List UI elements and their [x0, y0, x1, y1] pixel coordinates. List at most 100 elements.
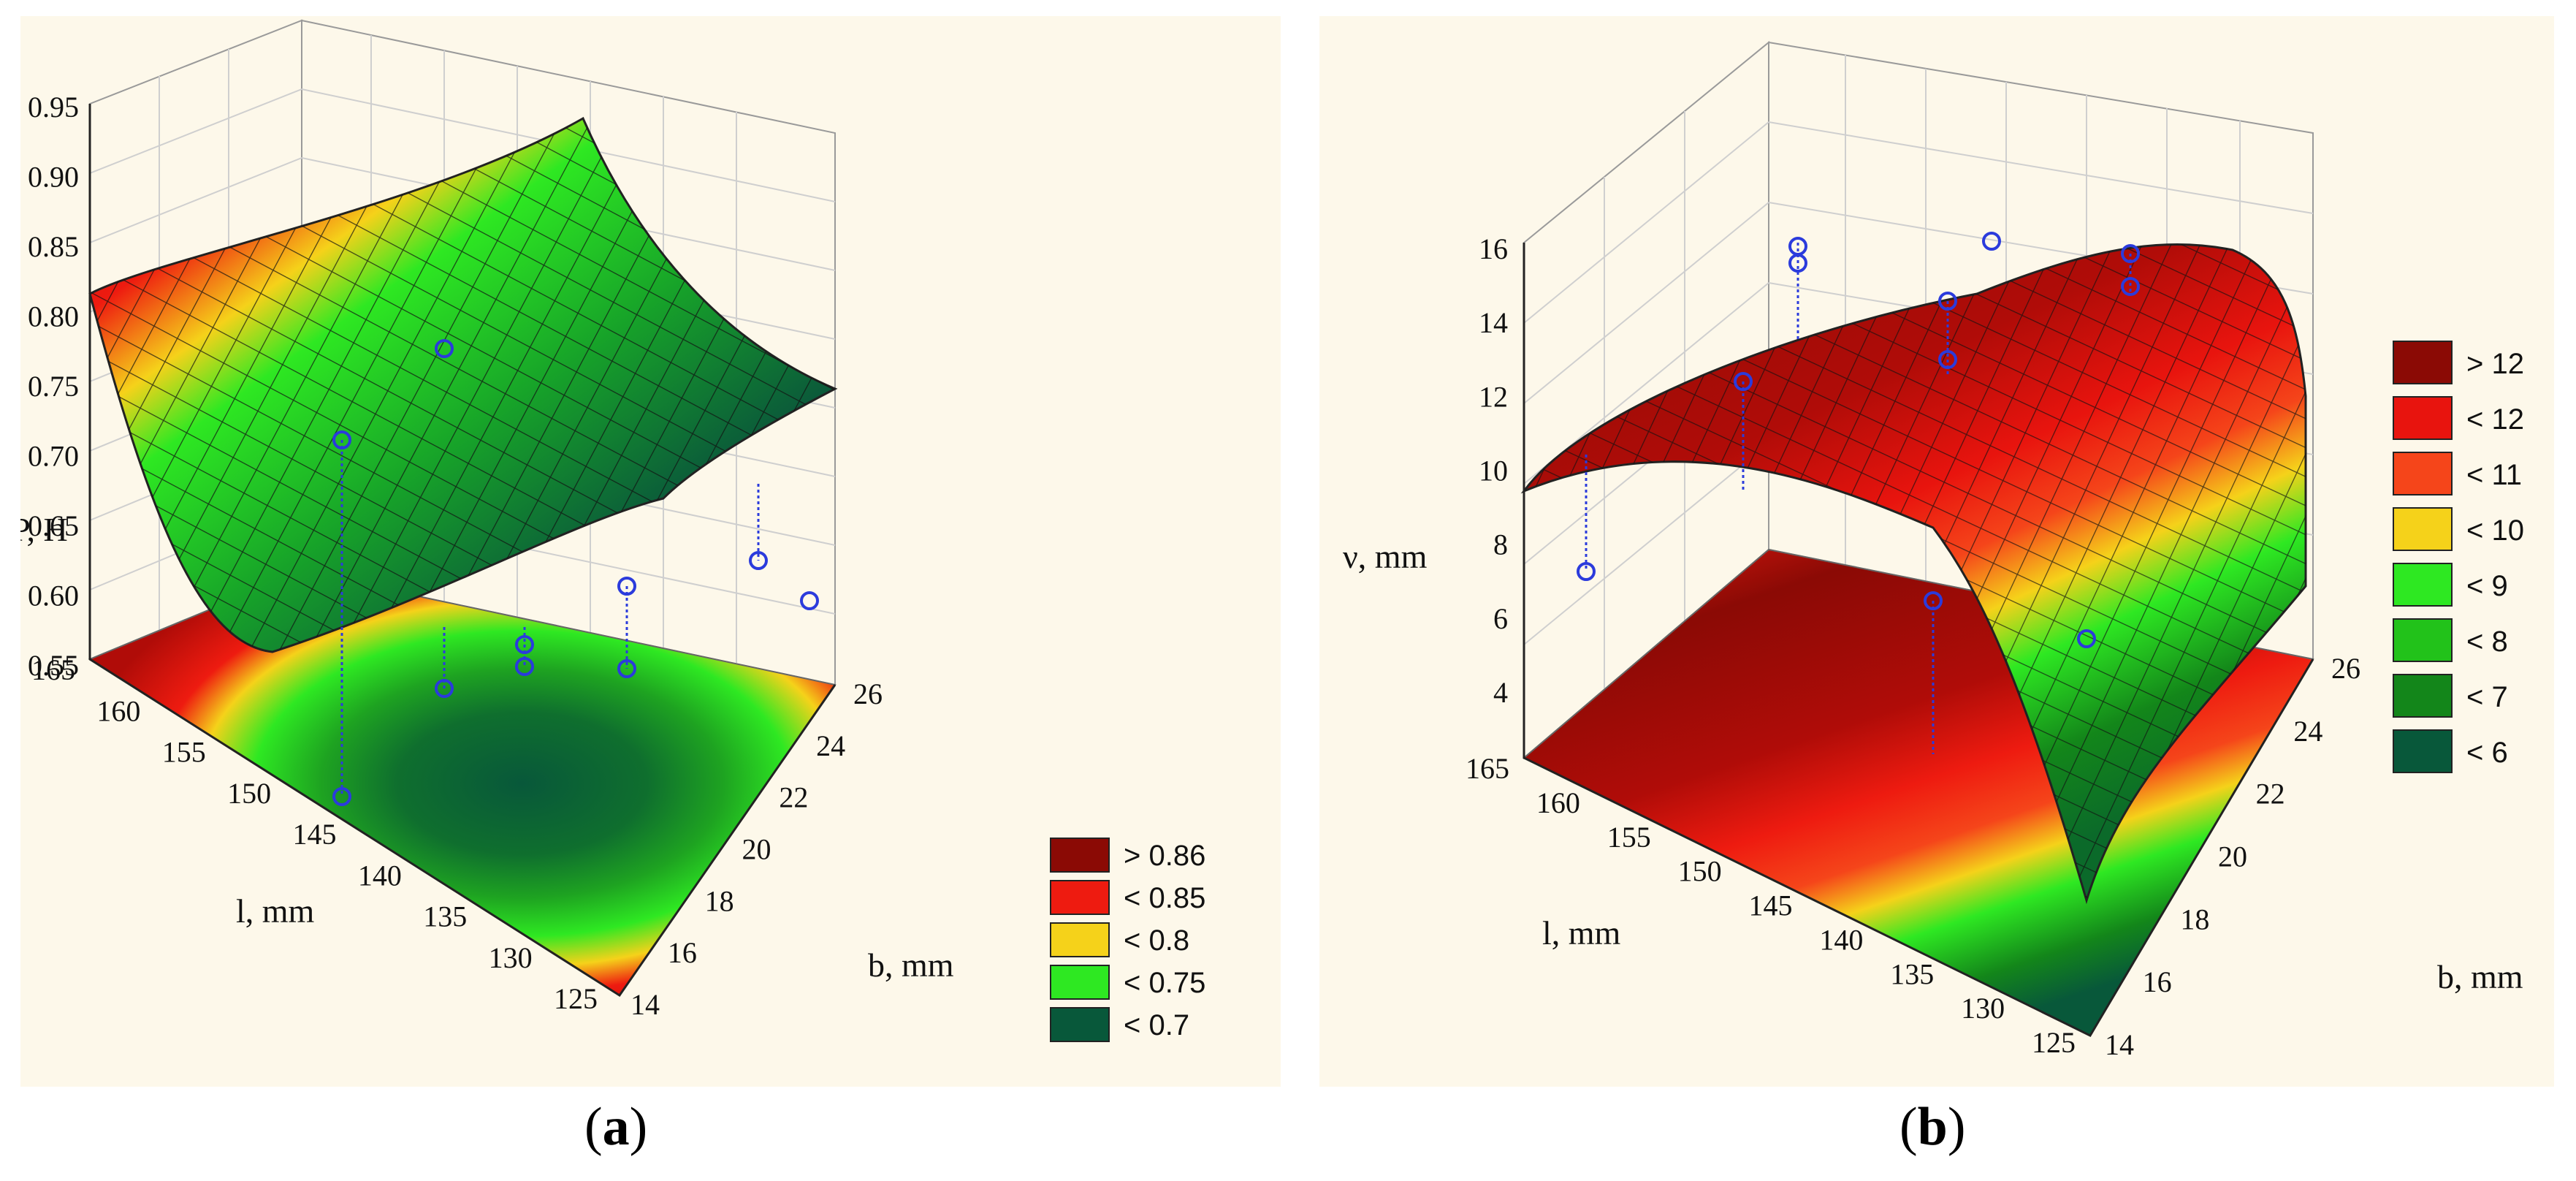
- b-y-tick-label: 155: [1607, 821, 1651, 854]
- a-legend-label: < 0.7: [1124, 1009, 1189, 1041]
- a-x-tick-label: 24: [816, 729, 845, 762]
- a-x-tick-label: 26: [853, 677, 883, 710]
- b-y-tick-label: 140: [1819, 923, 1863, 956]
- b-z-tick-label: 10: [1479, 455, 1508, 487]
- a-y-tick-label: 160: [96, 694, 140, 727]
- a-z-tick-label: 0.55: [28, 649, 79, 682]
- a-y-tick-label: 135: [423, 900, 467, 933]
- a-legend-label: < 0.85: [1124, 882, 1205, 914]
- b-z-ticks: 16 14 12 10 8 6 4: [1479, 232, 1508, 709]
- caption-b: (b): [1899, 1096, 1965, 1158]
- a-x-axis-label: b, mm: [868, 946, 954, 984]
- b-y-tick-label: 150: [1678, 855, 1722, 888]
- chart-panel-a: P, H b, mm l, mm 0.95 0.90 0.85 0.80 0.75 0.7…: [20, 16, 1281, 1087]
- b-x-tick-label: 26: [2331, 652, 2360, 685]
- b-legend-label: < 9: [2466, 570, 2508, 602]
- a-z-tick-label: 0.95: [28, 91, 79, 124]
- b-legend-swatch: [2393, 341, 2453, 384]
- caption-a-open: (: [584, 1097, 603, 1157]
- b-legend-label: < 8: [2466, 626, 2508, 658]
- b-legend-swatch: [2393, 674, 2453, 718]
- b-legend-swatch: [2393, 729, 2453, 773]
- b-z-tick-label: 6: [1493, 602, 1508, 635]
- b-y-tick-label: 135: [1890, 957, 1934, 990]
- a-z-tick-label: 0.70: [28, 440, 79, 473]
- a-y-tick-label: 150: [227, 777, 271, 810]
- b-x-tick-label: 22: [2256, 778, 2285, 810]
- caption-a: (a): [584, 1096, 647, 1158]
- b-y-tick-label: 165: [1466, 752, 1509, 785]
- b-legend-swatch: [2393, 563, 2453, 607]
- b-z-tick-label: 16: [1479, 232, 1508, 265]
- a-y-tick-label: 155: [162, 736, 206, 769]
- b-legend-label: < 11: [2466, 459, 2522, 491]
- a-y-tick-label: 130: [489, 941, 533, 974]
- caption-a-close: ): [629, 1097, 648, 1157]
- a-legend-label: < 0.8: [1124, 924, 1189, 957]
- caption-b-close: ): [1947, 1097, 1966, 1157]
- chart-a-box: [88, 19, 838, 998]
- a-x-tick-label: 14: [630, 988, 660, 1021]
- b-legend-label: < 10: [2466, 514, 2524, 547]
- b-x-tick-label: 24: [2293, 715, 2322, 748]
- caption-b-open: (: [1899, 1097, 1918, 1157]
- b-y-tick-label: 160: [1536, 786, 1580, 819]
- a-z-tick-label: 0.80: [28, 300, 79, 333]
- b-legend-swatch: [2393, 507, 2453, 551]
- a-legend-swatch: [1050, 880, 1110, 915]
- b-y-ticks: 165 160 155 150 145 140 135 130 125: [1466, 752, 2076, 1059]
- b-legend-label: > 12: [2466, 348, 2524, 380]
- a-x-tick-label: 20: [742, 833, 771, 866]
- b-legend-label: < 7: [2466, 681, 2508, 713]
- b-z-axis-label: ν, mm: [1343, 538, 1428, 575]
- caption-a-letter: a: [602, 1097, 630, 1157]
- a-z-tick-label: 0.65: [28, 509, 79, 542]
- a-y-tick-label: 165: [31, 653, 75, 686]
- chart-b-box: [1520, 40, 2314, 1037]
- a-x-tick-label: 16: [668, 936, 697, 969]
- caption-b-letter: b: [1917, 1097, 1948, 1157]
- b-x-tick-label: 18: [2180, 903, 2209, 935]
- a-legend-label: < 0.75: [1124, 967, 1205, 999]
- a-y-tick-label: 125: [554, 982, 598, 1015]
- a-y-axis-label: l, mm: [236, 892, 315, 930]
- a-z-tick-label: 0.75: [28, 370, 79, 403]
- b-x-tick-label: 14: [2105, 1028, 2134, 1061]
- b-z-tick-label: 14: [1479, 306, 1508, 339]
- a-y-ticks: 165 160 155 150 145 140 135 130 125: [31, 653, 598, 1015]
- b-legend-label: < 6: [2466, 737, 2508, 769]
- b-y-tick-label: 130: [1961, 992, 2005, 1025]
- a-z-tick-label: 0.85: [28, 230, 79, 263]
- a-legend: > 0.86 < 0.85 < 0.8 < 0.75 < 0.7: [1050, 838, 1205, 1042]
- b-legend-swatch: [2393, 396, 2453, 440]
- a-x-tick-label: 18: [705, 884, 734, 917]
- a-z-tick-label: 0.60: [28, 580, 79, 612]
- a-y-tick-label: 140: [358, 859, 402, 892]
- a-z-ticks: 0.95 0.90 0.85 0.80 0.75 0.70 0.65 0.60 0.55: [28, 91, 79, 682]
- b-z-tick-label: 8: [1493, 528, 1508, 561]
- a-legend-swatch: [1050, 922, 1110, 957]
- b-legend-swatch: [2393, 452, 2453, 495]
- b-z-tick-label: 4: [1493, 676, 1508, 709]
- a-z-tick-label: 0.90: [28, 161, 79, 194]
- chart-a-svg: P, H b, mm l, mm 0.95 0.90 0.85 0.80 0.75 0.7…: [20, 19, 1205, 1042]
- b-x-tick-label: 20: [2218, 840, 2247, 873]
- a-x-tick-label: 22: [779, 781, 808, 814]
- b-y-tick-label: 125: [2032, 1026, 2076, 1059]
- a-legend-swatch: [1050, 838, 1110, 873]
- b-y-tick-label: 145: [1749, 889, 1793, 922]
- a-legend-label: > 0.86: [1124, 840, 1205, 872]
- b-z-tick-label: 12: [1479, 380, 1508, 413]
- a-legend-swatch: [1050, 1007, 1110, 1042]
- b-legend-label: < 12: [2466, 403, 2524, 436]
- b-legend-swatch: [2393, 618, 2453, 662]
- b-y-axis-label: l, mm: [1542, 914, 1621, 952]
- b-x-tick-label: 16: [2143, 965, 2172, 998]
- a-z-axis-label: P, H: [20, 511, 68, 548]
- a-legend-swatch: [1050, 965, 1110, 1000]
- chart-panel-b: b, mm l, mm ν, mm 16 14 12 10 8 6 4 14 16 18 20 22…: [1319, 16, 2554, 1087]
- b-x-axis-label: b, mm: [2437, 958, 2523, 995]
